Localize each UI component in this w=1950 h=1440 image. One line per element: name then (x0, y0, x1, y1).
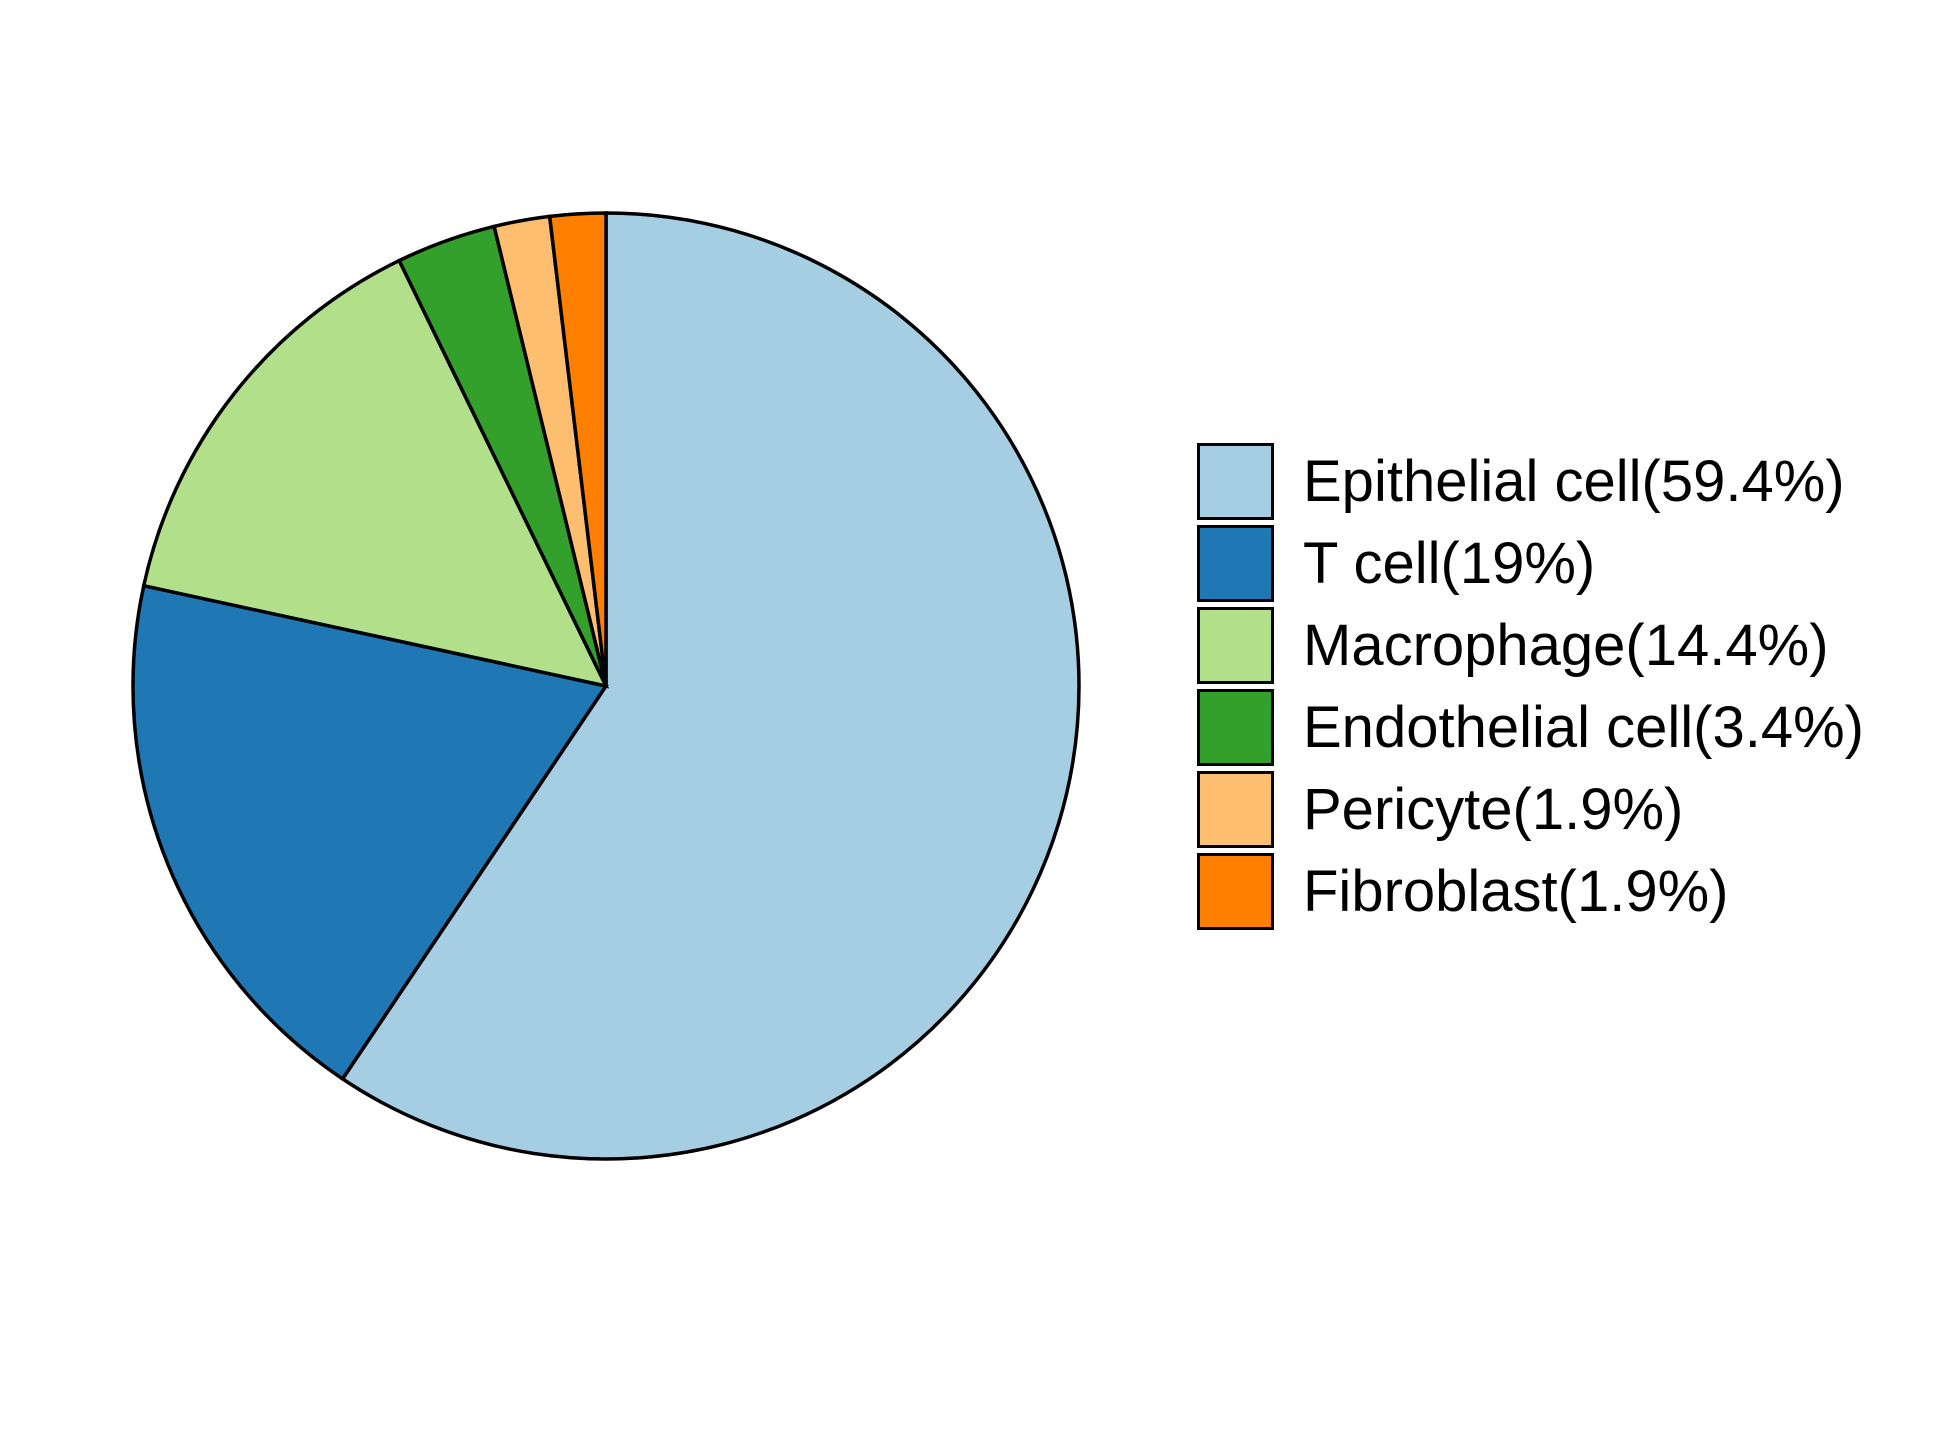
legend-swatch (1197, 689, 1274, 766)
pie-slice-epithelial-cell (340, 211, 1081, 1161)
legend: Epithelial cell(59.4%) T cell(19%) Macroph… (1197, 443, 1864, 930)
legend-item-epithelial-cell: Epithelial cell(59.4%) (1197, 443, 1864, 520)
legend-swatch (1197, 443, 1274, 520)
legend-item-t-cell: T cell(19%) (1197, 525, 1864, 602)
legend-swatch (1197, 853, 1274, 930)
legend-label: Endothelial cell(3.4%) (1303, 694, 1864, 760)
legend-item-endothelial-cell: Endothelial cell(3.4%) (1197, 689, 1864, 766)
legend-label: T cell(19%) (1303, 530, 1596, 596)
legend-swatch (1197, 771, 1274, 848)
legend-label: Macrophage(14.4%) (1303, 612, 1829, 678)
legend-item-pericyte: Pericyte(1.9%) (1197, 771, 1864, 848)
pie-slice-macrophage (141, 258, 610, 689)
legend-swatch (1197, 525, 1274, 602)
legend-label: Pericyte(1.9%) (1303, 776, 1684, 842)
legend-item-fibroblast: Fibroblast(1.9%) (1197, 853, 1864, 930)
pie-slice-t-cell (131, 583, 609, 1082)
legend-swatch (1197, 607, 1274, 684)
pie-slice-fibroblast (547, 211, 608, 687)
legend-item-macrophage: Macrophage(14.4%) (1197, 607, 1864, 684)
legend-label: Fibroblast(1.9%) (1303, 858, 1729, 924)
legend-label: Epithelial cell(59.4%) (1303, 448, 1845, 514)
